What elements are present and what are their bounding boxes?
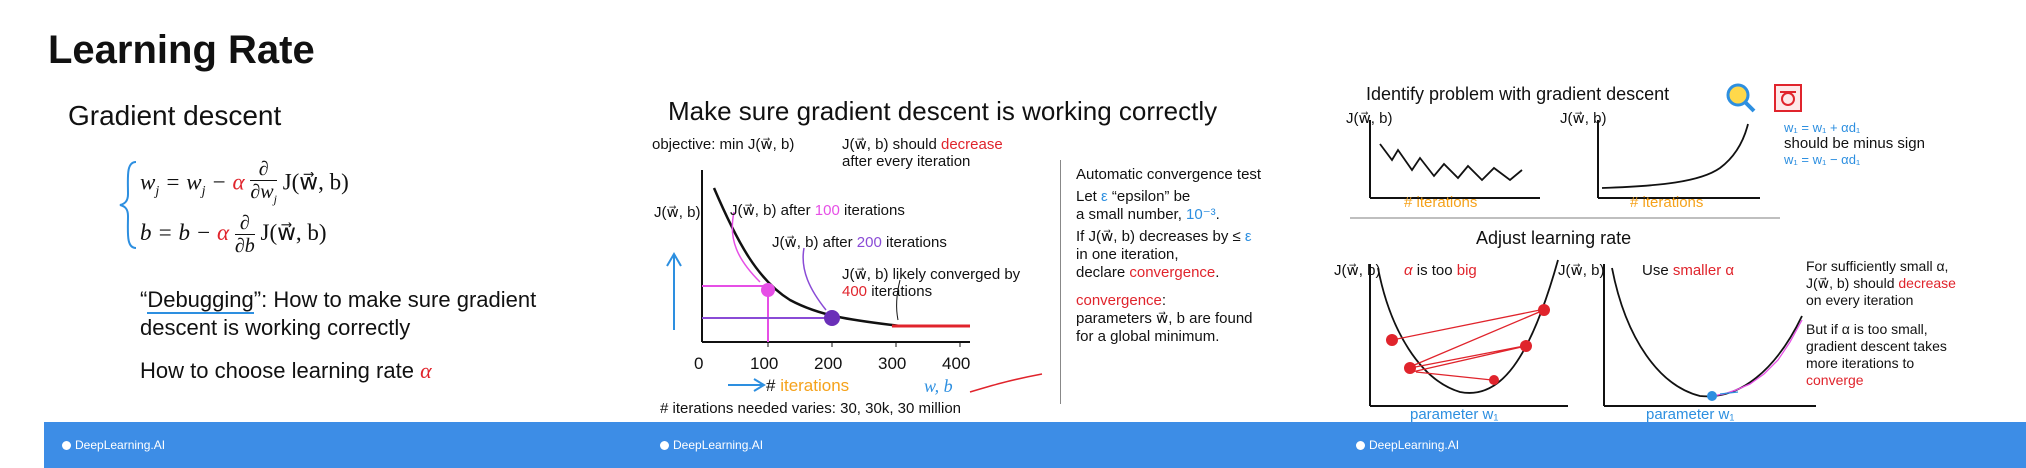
increasing-curve: [1601, 123, 1749, 189]
tick-0: 0: [694, 354, 704, 373]
cost-curve: [712, 187, 970, 328]
oscillating-curve: [1379, 143, 1523, 182]
point-200: [824, 310, 840, 326]
update-rule-note: w₁ = w₁ + αd₁ should be minus sign w₁ = …: [1784, 120, 1925, 167]
use-smaller-alpha: Use smaller α: [1642, 262, 1735, 279]
annotation-100: J(w⃗, b) after 100 iterations: [730, 202, 905, 219]
level-100: [702, 285, 769, 342]
cost-curve-chart: [666, 170, 1043, 393]
tick-100: 100: [750, 354, 779, 373]
auto-convergence-test: Automatic convergence test Let ε “epsilo…: [1076, 166, 1262, 345]
small-alpha-note: For sufficiently small α, J(w⃗, b) shoul…: [1806, 258, 1956, 388]
tick-200: 200: [814, 354, 843, 373]
panel3-iter-2: # iterations: [1630, 194, 1704, 211]
equation-brace: [119, 161, 137, 249]
tick-400: 400: [942, 354, 971, 373]
small-alpha-parabola: [1611, 267, 1803, 398]
gradient-descent-heading: Gradient descent: [68, 100, 282, 131]
brand-logo-1: DeepLearning.AI: [62, 438, 165, 452]
should-decrease-text: J(w⃗, b) should decrease after every ite…: [842, 136, 1003, 170]
page-title: Learning Rate: [48, 28, 315, 72]
brand-logo-2: DeepLearning.AI: [660, 438, 763, 452]
adjust-heading: Adjust learning rate: [1476, 228, 1632, 248]
debugging-text: “Debugging”: How to make sure gradient d…: [140, 287, 537, 340]
equation-b: b = b − α ∂ ∂b J(w⃗, b): [140, 212, 327, 257]
annotation-200: J(w⃗, b) after 200 iterations: [772, 234, 947, 251]
point-100: [761, 283, 775, 297]
divider: [1060, 160, 1061, 404]
panel3-ylabel-2: J(w⃗, b): [1560, 110, 1607, 127]
panel3-iter-1: # iterations: [1404, 194, 1478, 211]
objective-text: objective: min J(w⃗, b): [652, 136, 795, 153]
tick-300: 300: [878, 354, 907, 373]
panel3-ylabel-3: J(w⃗, b): [1334, 262, 1381, 279]
x-axis-label: # iterations: [766, 376, 850, 395]
equation-w: wj = wj − α ∂ ∂wj J(w⃗, b): [140, 158, 349, 206]
panel2-heading: Make sure gradient descent is working co…: [668, 96, 1218, 126]
panel3-ylabel-4: J(w⃗, b): [1558, 262, 1605, 279]
panel3-ylabel-1: J(w⃗, b): [1346, 110, 1393, 127]
annotation-converged: J(w⃗, b) likely converged by 400 iterati…: [842, 266, 1021, 300]
param-label-2: parameter w₁: [1646, 406, 1735, 423]
panel3-graphs: [1350, 120, 1816, 407]
alpha-too-big: α is too big: [1404, 262, 1477, 279]
brand-logo-3: DeepLearning.AI: [1356, 438, 1459, 452]
choose-learning-rate-text: How to choose learning rate α: [140, 358, 432, 383]
bug-icon: [1774, 84, 1802, 112]
big-alpha-parabola: [1377, 259, 1559, 394]
iterations-note: # iterations needed varies: 30, 30k, 30 …: [660, 400, 962, 417]
identify-heading: Identify problem with gradient descent: [1366, 84, 1670, 104]
y-axis-label: J(w⃗, b): [654, 204, 701, 221]
magnifier-icon: [1726, 83, 1756, 113]
wb-label: w, b: [924, 376, 953, 396]
param-label-1: parameter w₁: [1410, 406, 1499, 423]
